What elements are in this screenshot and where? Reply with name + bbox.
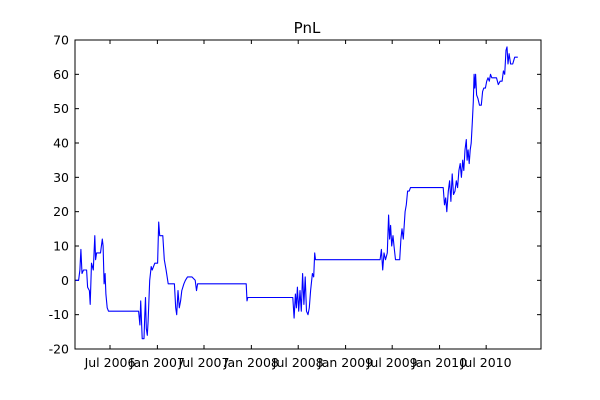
series-group: [75, 46, 518, 340]
y-tick-label: 50: [53, 101, 69, 116]
x-tick-label: Jan 2010: [411, 355, 467, 370]
x-tick-label: Jul 2006: [84, 355, 136, 370]
x-tick-label: Jul 2008: [272, 355, 324, 370]
x-tick-label: Jan 2009: [317, 355, 373, 370]
pnl-series-line: [75, 46, 518, 340]
y-tick-label: 40: [53, 136, 69, 151]
x-tick-label: Jul 2010: [460, 355, 512, 370]
x-tick-label: Jul 2007: [178, 355, 230, 370]
x-tick-label: Jan 2007: [129, 355, 185, 370]
x-tick-label: Jan 2008: [223, 355, 279, 370]
y-tick-label: 0: [61, 273, 69, 288]
y-tick-label: 60: [53, 67, 69, 82]
y-tick-label: 70: [53, 33, 69, 48]
plot-frame: [74, 39, 542, 350]
y-tick-label: 10: [53, 239, 69, 254]
y-tick-label: -20: [49, 342, 69, 357]
x-tick-label: Jul 2009: [366, 355, 418, 370]
y-tick-label: 30: [53, 170, 69, 185]
y-tick-label: 20: [53, 204, 69, 219]
y-axis: -20 -10 0 10 20 30 40 50 60 70: [49, 33, 541, 357]
chart-title: PnL: [294, 19, 321, 37]
y-tick-label: -10: [49, 307, 69, 322]
